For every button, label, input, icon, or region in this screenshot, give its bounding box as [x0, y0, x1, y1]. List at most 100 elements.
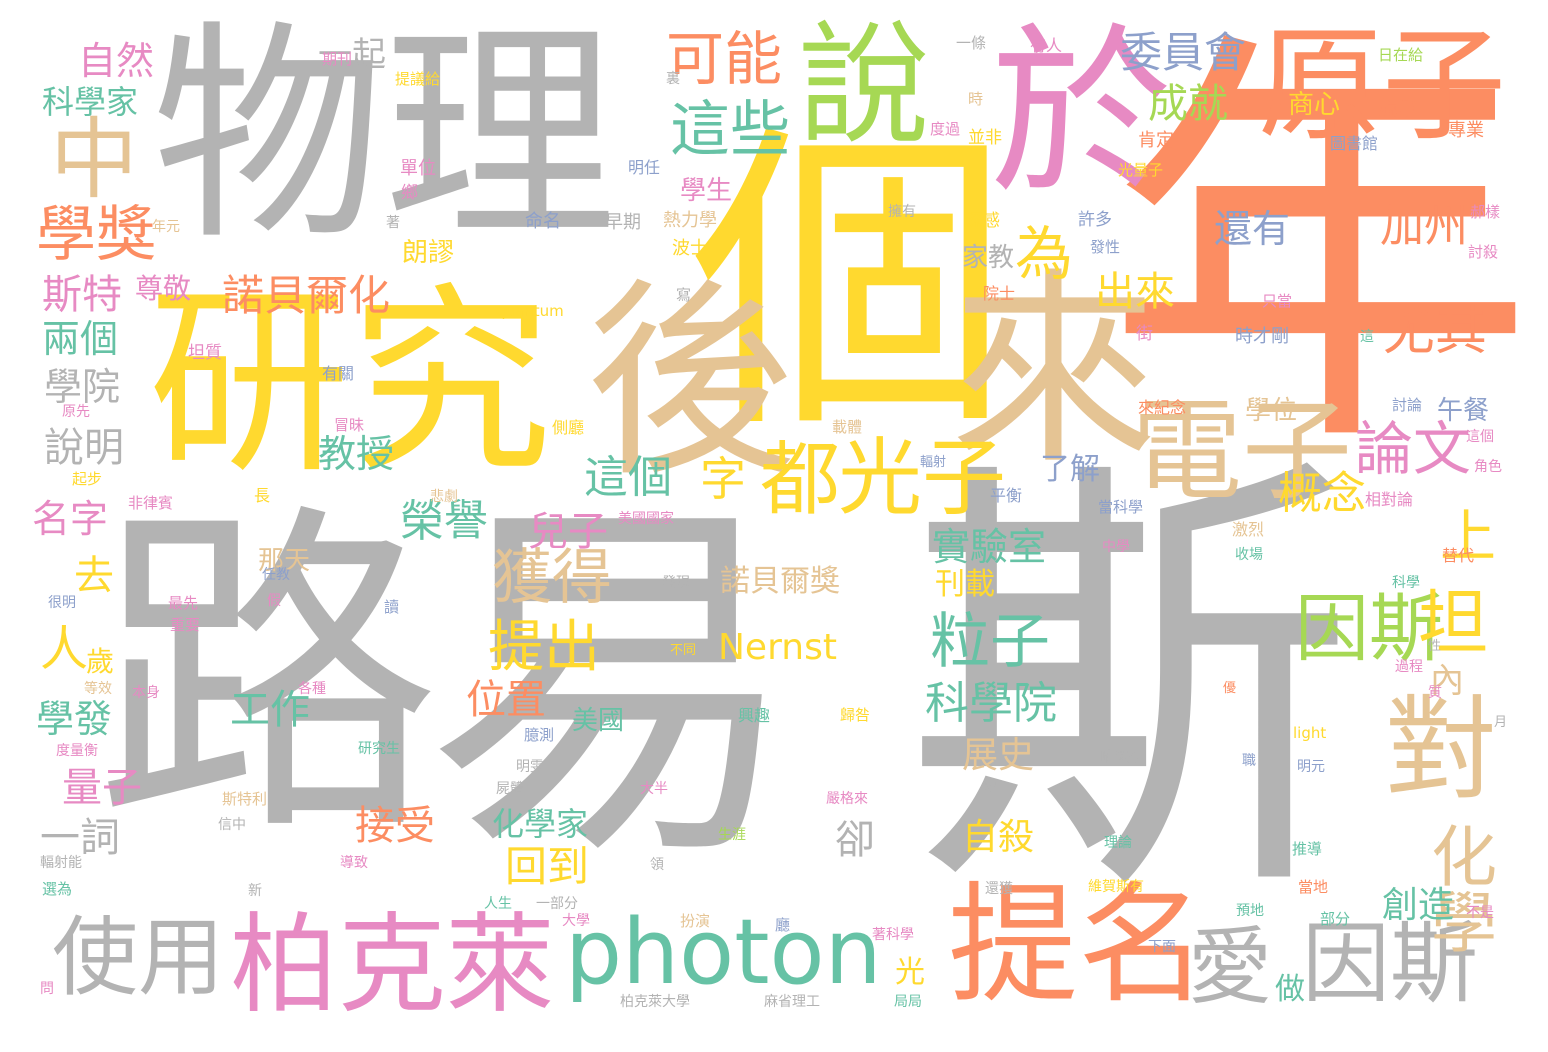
word-s60: 不同 — [670, 643, 697, 658]
word-youqi: 尤其 — [1383, 302, 1488, 362]
word-s65: 本身 — [132, 685, 160, 701]
word-guang: 光 — [895, 955, 925, 990]
word-s22: 早期 — [605, 212, 641, 233]
word-s87: 輻射能 — [40, 855, 82, 871]
word-zi: 字 — [700, 452, 746, 506]
word-zhege: 這個 — [584, 452, 672, 503]
word-shuoming: 說明 — [44, 425, 124, 471]
word-photon: photon — [565, 900, 882, 1005]
word-dianzi: 電子 — [1132, 387, 1352, 515]
word-s62: 性 — [1428, 639, 1442, 654]
word-s94: 還獲 — [985, 881, 1013, 897]
word-s21: 命名 — [525, 211, 561, 232]
word-s42: 平衡 — [990, 486, 1023, 505]
word-s43: 當科學 — [1098, 498, 1144, 516]
word-shiyanshi: 實驗室 — [932, 525, 1047, 569]
word-s89: 生涯 — [718, 827, 746, 843]
word-weiyuanhui: 委員會 — [1120, 28, 1247, 77]
word-liaojie: 了解 — [1040, 452, 1100, 487]
word-s72: 研究生 — [358, 741, 400, 757]
word-zhong: 中 — [50, 108, 139, 211]
word-s50: 中學 — [1102, 539, 1130, 555]
word-zuo: 做 — [1275, 972, 1305, 1007]
word-s63: 過程 — [1395, 659, 1423, 675]
word-s8: 圖書館 — [1330, 134, 1379, 153]
word-s92: 新 — [248, 883, 262, 899]
word-s102: 廳 — [775, 916, 791, 934]
word-jieshou: 接受 — [355, 803, 435, 849]
word-s85: 理論 — [1104, 835, 1132, 851]
word-xuefa: 學發 — [36, 697, 113, 741]
word-gainian: 概念 — [1278, 468, 1366, 519]
word-lizi: 粒子 — [930, 607, 1050, 677]
word-yuanzi: 原子 — [1258, 14, 1507, 158]
word-chuangzao: 創造 — [1382, 885, 1455, 926]
word-langmiu: 朗謬 — [402, 238, 455, 268]
word-liangzi: 量子 — [62, 765, 142, 811]
word-yinsi2: 因斯 — [1302, 912, 1479, 1015]
word-s26: 擁有 — [888, 204, 916, 220]
word-s9: 光量子 — [1118, 161, 1164, 179]
word-s61: 科學 — [1392, 575, 1420, 591]
word-nuobeierhua: 諾貝爾化 — [222, 271, 391, 320]
word-s108: 麻省理工 — [764, 994, 820, 1010]
word-erzi: 兒子 — [528, 509, 608, 555]
word-s34: 起步 — [72, 470, 103, 488]
word-s69: 優 — [1223, 681, 1237, 696]
word-huaxuejia: 化學家 — [492, 805, 589, 843]
word-s48: 悲劇 — [430, 489, 458, 505]
word-s11: 並非 — [968, 128, 1002, 148]
word-wucan: 午餐 — [1437, 396, 1490, 426]
word-s55: 最先 — [168, 594, 199, 612]
word-s110: 寫 — [676, 286, 692, 304]
word-s24: 鄉 — [401, 183, 418, 203]
word-s2: 提議給 — [395, 70, 441, 88]
word-jiajiao: 家教 — [962, 243, 1015, 273]
word-s37: 來紀念 — [1138, 398, 1187, 417]
word-s45: 激烈 — [1232, 520, 1265, 539]
word-zisha: 自殺 — [962, 817, 1035, 858]
word-xuewei: 學位 — [1245, 396, 1298, 426]
word-s66: 各種 — [298, 681, 326, 697]
word-s70: 質 — [1428, 685, 1442, 701]
word-s100: 大學 — [562, 913, 590, 929]
word-s90: 當地 — [1298, 878, 1329, 896]
word-liangge: 兩個 — [42, 317, 119, 361]
word-s1: 期刊 — [322, 50, 353, 68]
word-qu: 去 — [74, 553, 114, 599]
word-s78: 大半 — [640, 781, 668, 797]
word-huidao: 回到 — [505, 842, 590, 891]
word-s86: 推導 — [1292, 840, 1323, 858]
word-lunwen: 論文 — [1355, 415, 1472, 483]
word-s88: 導致 — [340, 855, 368, 871]
word-s20: 波士 — [672, 238, 708, 259]
word-light: light — [1293, 724, 1327, 742]
word-s77: 屍體 — [496, 781, 524, 797]
word-s17: 只當 — [1262, 292, 1293, 310]
word-tan: 坦 — [1418, 582, 1488, 664]
word-s7: 專業 — [1448, 120, 1484, 141]
word-s33: 冒昧 — [334, 416, 365, 434]
word-s113: 裏 — [666, 71, 680, 87]
word-s112: 著 — [386, 215, 400, 231]
word-s71: 度量衡 — [56, 743, 98, 759]
word-s27: 郝樣 — [1470, 203, 1501, 221]
word-s83: 嚴格來 — [826, 791, 868, 807]
word-s6: 競爭 — [1378, 96, 1418, 120]
word-s73: 臆測 — [524, 726, 555, 744]
word-s76: 明雯 — [516, 759, 544, 775]
word-yinsi: 因斯 — [1295, 586, 1443, 672]
word-nuobeierjiang: 諾貝爾獎 — [720, 564, 840, 599]
word-s101: 扮演 — [680, 912, 711, 930]
word-s96: 預地 — [1236, 903, 1264, 919]
word-jiazhou: 加州 — [1380, 201, 1468, 252]
word-s12: 度過 — [930, 120, 961, 138]
word-s46: 非律賓 — [128, 494, 174, 512]
word-s52: 替代 — [1442, 546, 1475, 565]
word-s115: 這 — [1360, 329, 1374, 345]
word-s84: 信中 — [218, 817, 246, 833]
word-s47: 長 — [254, 486, 271, 505]
word-yanjiu: 研究 — [148, 265, 552, 501]
word-chengjiu: 成就 — [1148, 81, 1228, 127]
word-ai: 愛 — [1188, 918, 1273, 1016]
